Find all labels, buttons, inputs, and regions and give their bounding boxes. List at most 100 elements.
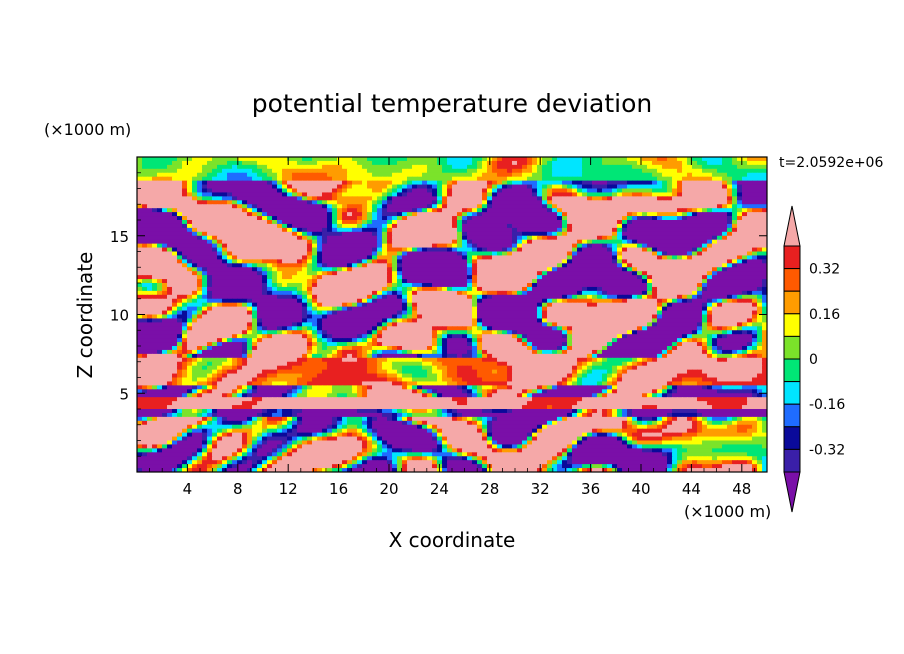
heatmap-cell: [602, 196, 608, 201]
heatmap-cell: [247, 290, 253, 296]
heatmap-cell: [407, 227, 413, 233]
heatmap-cell: [167, 243, 173, 249]
heatmap-cell: [662, 180, 668, 186]
heatmap-cell: [182, 267, 188, 272]
heatmap-cell: [412, 196, 418, 201]
heatmap-cell: [552, 188, 558, 194]
heatmap-cell: [422, 180, 428, 186]
heatmap-cell: [442, 188, 448, 194]
heatmap-cell: [272, 259, 278, 264]
heatmap-cell: [372, 164, 378, 170]
heatmap-cell: [467, 168, 473, 174]
heatmap-cell: [762, 196, 767, 201]
heatmap-cell: [237, 204, 243, 209]
heatmap-cell: [647, 263, 653, 268]
heatmap-cell: [517, 208, 523, 213]
heatmap-cell: [197, 212, 203, 217]
heatmap-cell: [727, 271, 733, 276]
heatmap-cell: [192, 196, 198, 201]
heatmap-cell: [462, 184, 468, 190]
heatmap-cell: [317, 243, 323, 249]
heatmap-cell: [167, 180, 173, 186]
heatmap-cell: [512, 286, 518, 292]
heatmap-cell: [397, 188, 403, 194]
heatmap-cell: [377, 160, 383, 166]
heatmap-cell: [332, 216, 338, 221]
heatmap-cell: [162, 239, 168, 245]
heatmap-cell: [582, 298, 588, 304]
heatmap-cell: [722, 200, 728, 205]
heatmap-cell: [692, 231, 698, 237]
heatmap-cell: [147, 271, 153, 276]
heatmap-cell: [532, 310, 538, 316]
heatmap-cell: [642, 275, 648, 280]
heatmap-cell: [192, 243, 198, 249]
heatmap-cell: [152, 255, 158, 260]
heatmap-cell: [722, 290, 728, 296]
heatmap-cell: [527, 298, 533, 304]
heatmap-cell: [152, 176, 158, 182]
heatmap-cell: [422, 227, 428, 233]
heatmap-cell: [327, 298, 333, 304]
heatmap-cell: [607, 188, 613, 194]
heatmap-cell: [462, 243, 468, 249]
heatmap-cell: [732, 188, 738, 194]
heatmap-cell: [307, 263, 313, 268]
heatmap-cell: [702, 196, 708, 201]
heatmap-cell: [507, 263, 513, 268]
heatmap-cell: [367, 172, 373, 178]
heatmap-cell: [492, 184, 498, 190]
heatmap-cell: [492, 243, 498, 249]
heatmap-cell: [437, 164, 443, 170]
heatmap-cell: [447, 239, 453, 245]
heatmap-cell: [707, 290, 713, 296]
heatmap-cell: [382, 208, 388, 213]
heatmap-cell: [357, 267, 363, 272]
heatmap-cell: [372, 294, 378, 300]
heatmap-cell: [297, 302, 303, 308]
heatmap-cell: [582, 208, 588, 213]
heatmap-cell: [452, 279, 458, 284]
heatmap-cell: [342, 223, 348, 229]
heatmap-cell: [322, 212, 328, 217]
heatmap-cell: [207, 302, 213, 308]
heatmap-cell: [677, 263, 683, 268]
heatmap-cell: [512, 247, 518, 253]
heatmap-cell: [672, 239, 678, 245]
heatmap-cell: [572, 263, 578, 268]
heatmap-cell: [177, 310, 183, 316]
heatmap-cell: [337, 164, 343, 170]
heatmap-cell: [537, 176, 543, 182]
heatmap-cell: [167, 259, 173, 264]
heatmap-cell: [537, 200, 543, 205]
heatmap-cell: [367, 239, 373, 245]
heatmap-cell: [482, 220, 488, 225]
heatmap-cell: [632, 247, 638, 253]
heatmap-cell: [237, 160, 243, 166]
heatmap-cell: [222, 172, 228, 178]
heatmap-cell: [227, 172, 233, 178]
heatmap-cell: [717, 227, 723, 233]
heatmap-cell: [322, 255, 328, 260]
heatmap-cell: [567, 223, 573, 229]
heatmap-cell: [502, 251, 508, 257]
heatmap-cell: [487, 294, 493, 300]
heatmap-cell: [687, 196, 693, 201]
heatmap-cell: [737, 216, 743, 221]
heatmap-cell: [222, 180, 228, 186]
heatmap-cell: [642, 255, 648, 260]
heatmap-cell: [582, 160, 588, 166]
heatmap-cell: [192, 168, 198, 174]
heatmap-cell: [162, 168, 168, 174]
heatmap-cell: [562, 176, 568, 182]
heatmap-cell: [457, 267, 463, 272]
heatmap-cell: [582, 196, 588, 201]
heatmap-cell: [362, 283, 368, 288]
heatmap-cell: [307, 235, 313, 241]
heatmap-cell: [687, 188, 693, 194]
heatmap-cell: [272, 223, 278, 229]
heatmap-cell: [507, 180, 513, 186]
heatmap-cell: [157, 168, 163, 174]
heatmap-cell: [752, 164, 758, 170]
heatmap-cell: [452, 283, 458, 288]
